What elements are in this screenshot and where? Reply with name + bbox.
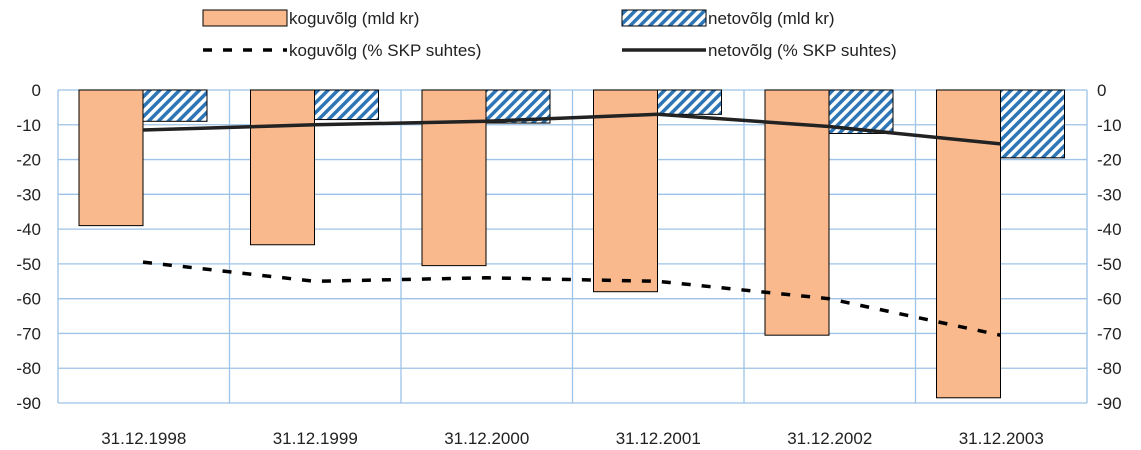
line-koguvolg-pct [142, 260, 1001, 337]
y2-tick-label: -40 [1097, 220, 1122, 239]
bar-koguvolg [936, 89, 1001, 399]
x-tick-label: 31.12.2002 [787, 429, 872, 448]
bar-netovolg [314, 89, 379, 121]
y2-tick-label: -10 [1097, 116, 1122, 135]
y2-tick-label: -20 [1097, 151, 1122, 170]
x-tick-label: 31.12.1999 [273, 429, 358, 448]
line-netovolg-pct [142, 112, 1001, 146]
bar-koguvolg [593, 89, 658, 293]
bar-netovolg [142, 89, 208, 122]
y2-tick-label: -50 [1097, 255, 1122, 274]
bar-netovolg [657, 89, 722, 115]
x-tick-label: 31.12.2001 [616, 429, 701, 448]
y-tick-label: -20 [16, 151, 41, 170]
lines [142, 112, 1001, 337]
legend-label: koguvõlg (% SKP suhtes) [289, 41, 481, 60]
y-tick-label: -10 [16, 116, 41, 135]
y-tick-label: -70 [16, 324, 41, 343]
y-tick-label: -90 [16, 394, 41, 413]
y-tick-label: -80 [16, 359, 41, 378]
y-tick-label: 0 [32, 81, 41, 100]
y-tick-label: -50 [16, 255, 41, 274]
x-tick-label: 31.12.2000 [444, 429, 529, 448]
y2-tick-label: -70 [1097, 324, 1122, 343]
y2-tick-label: -90 [1097, 394, 1122, 413]
y2-tick-label: 0 [1097, 81, 1106, 100]
bar-koguvolg [764, 89, 830, 336]
y-tick-label: -60 [16, 290, 41, 309]
legend-swatch-koguvolg [202, 9, 288, 27]
legend: koguvõlg (mld kr) netovõlg (mld kr) koguvõ… [202, 9, 897, 60]
y-tick-label: -40 [16, 220, 41, 239]
bar-netovolg [1000, 89, 1065, 159]
y2-tick-label: -30 [1097, 185, 1122, 204]
y2-tick-label: -60 [1097, 290, 1122, 309]
legend-label: koguvõlg (mld kr) [289, 9, 419, 28]
y-tick-label: -30 [16, 185, 41, 204]
legend-label: netovõlg (% SKP suhtes) [708, 41, 897, 60]
grid [57, 89, 1088, 404]
x-tick-label: 31.12.2003 [959, 429, 1044, 448]
bar-koguvolg [250, 89, 315, 246]
bar-koguvolg [421, 89, 487, 267]
legend-label: netovõlg (mld kr) [708, 9, 835, 28]
x-tick-label: 31.12.1998 [101, 429, 186, 448]
legend-swatch-netovolg [621, 9, 707, 27]
bar-koguvolg [78, 89, 144, 227]
axes: 0 -10 -20 -30 -40 -50 -60 -70 -80 -90 0 -10 -20 -30 -4… [16, 81, 1121, 448]
y2-tick-label: -80 [1097, 359, 1122, 378]
